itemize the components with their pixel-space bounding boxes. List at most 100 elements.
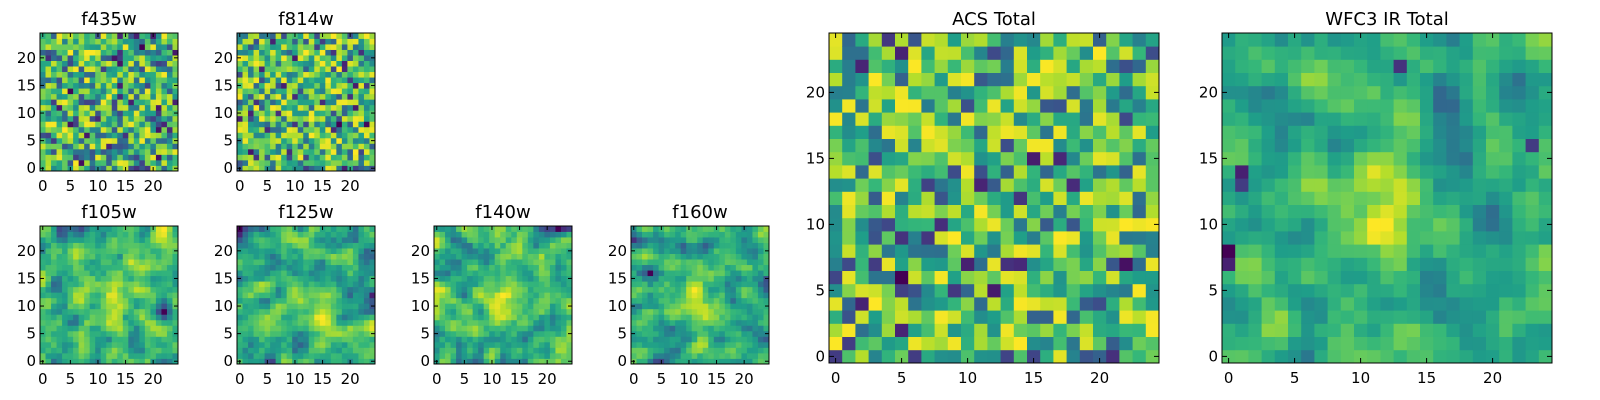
heatmap-cell bbox=[73, 319, 80, 326]
heatmap-cell bbox=[467, 253, 474, 260]
heatmap-cell bbox=[735, 330, 742, 337]
heatmap-cell bbox=[636, 308, 643, 315]
heatmap-cell bbox=[456, 264, 462, 271]
heatmap-cell bbox=[259, 148, 265, 155]
heatmap-cell bbox=[117, 231, 124, 238]
heatmap-cell bbox=[702, 308, 709, 315]
heatmap-cell bbox=[297, 330, 304, 337]
heatmap-cell bbox=[144, 352, 151, 359]
heatmap-cell bbox=[746, 352, 753, 359]
heatmap-cell bbox=[642, 270, 648, 277]
heatmap-cell bbox=[358, 319, 365, 326]
heatmap-cell bbox=[89, 308, 96, 315]
heatmap-cell bbox=[1093, 310, 1107, 324]
heatmap-cell bbox=[237, 270, 243, 277]
heatmap-cell bbox=[281, 352, 288, 359]
heatmap-cell bbox=[155, 325, 162, 332]
heatmap-cell bbox=[352, 341, 359, 348]
heatmap-cell bbox=[642, 259, 648, 266]
heatmap-cell bbox=[675, 292, 682, 299]
heatmap-cell bbox=[100, 248, 107, 254]
heatmap-cell bbox=[1000, 72, 1015, 87]
heatmap-cell bbox=[133, 264, 140, 271]
heatmap-cell bbox=[56, 341, 63, 348]
heatmap-cell bbox=[516, 242, 523, 249]
heatmap-cell bbox=[275, 308, 282, 315]
heatmap-cell bbox=[122, 143, 129, 150]
heatmap-cell bbox=[308, 270, 315, 277]
heatmap-cell bbox=[1119, 257, 1133, 271]
heatmap-cell bbox=[286, 341, 293, 348]
heatmap-cell bbox=[89, 137, 96, 144]
heatmap-cell bbox=[155, 44, 162, 50]
heatmap-cell bbox=[647, 352, 654, 359]
heatmap-cell bbox=[128, 226, 135, 232]
heatmap-cell bbox=[653, 352, 659, 359]
heatmap-cell bbox=[961, 244, 975, 258]
heatmap-cell bbox=[106, 275, 113, 282]
heatmap-cell bbox=[347, 44, 354, 50]
heatmap-cell bbox=[719, 231, 726, 238]
heatmap-cell bbox=[697, 281, 704, 288]
heatmap-cell bbox=[308, 308, 315, 315]
heatmap-cell bbox=[242, 121, 249, 128]
heatmap-cell bbox=[439, 281, 446, 288]
heatmap-cell bbox=[947, 99, 962, 113]
heatmap-cell bbox=[100, 99, 107, 106]
heatmap-cell bbox=[881, 310, 896, 324]
heatmap-cell bbox=[122, 347, 129, 354]
heatmap-cell bbox=[325, 44, 332, 50]
heatmap-cell bbox=[106, 93, 113, 100]
heatmap-cell bbox=[746, 314, 753, 321]
heatmap-cell bbox=[286, 66, 293, 73]
heatmap-cell bbox=[352, 347, 359, 354]
heatmap-cell bbox=[675, 226, 682, 232]
heatmap-cell bbox=[461, 237, 468, 243]
heatmap-cell bbox=[51, 352, 57, 359]
heatmap-cell bbox=[555, 341, 562, 348]
heatmap-cell bbox=[472, 358, 479, 365]
heatmap-cell bbox=[527, 358, 534, 365]
heatmap-cell bbox=[308, 93, 315, 100]
heatmap-cell bbox=[494, 275, 501, 282]
heatmap-cell bbox=[303, 60, 310, 67]
heatmap-cell bbox=[242, 38, 249, 45]
heatmap-cell bbox=[752, 341, 759, 348]
heatmap-cell bbox=[647, 270, 654, 277]
heatmap-cell bbox=[297, 49, 304, 56]
heatmap-cell bbox=[40, 148, 46, 155]
heatmap-cell bbox=[161, 71, 168, 78]
heatmap-cell bbox=[325, 314, 332, 321]
heatmap-cell bbox=[330, 33, 337, 39]
heatmap-cell bbox=[336, 242, 343, 249]
heatmap-cell bbox=[286, 121, 293, 128]
heatmap-cell bbox=[253, 115, 260, 122]
heatmap-cell bbox=[691, 347, 698, 354]
heatmap-cell bbox=[1354, 244, 1368, 258]
heatmap-cell bbox=[133, 60, 140, 67]
heatmap-cell bbox=[369, 115, 376, 122]
heatmap-cell bbox=[1393, 217, 1408, 232]
heatmap-cell bbox=[78, 132, 85, 139]
heatmap-cell bbox=[829, 125, 843, 139]
heatmap-cell bbox=[461, 352, 468, 359]
heatmap-cell bbox=[270, 297, 277, 304]
heatmap-cell bbox=[1132, 99, 1147, 113]
heatmap-cell bbox=[84, 143, 91, 150]
heatmap-cell bbox=[100, 143, 107, 150]
heatmap-cell bbox=[73, 137, 80, 144]
heatmap-cell bbox=[128, 88, 135, 95]
heatmap-cell bbox=[56, 44, 63, 50]
heatmap-cell bbox=[505, 248, 512, 254]
heatmap-cell bbox=[527, 264, 534, 271]
heatmap-cell bbox=[647, 259, 654, 266]
heatmap-cell bbox=[538, 286, 545, 293]
heatmap-cell bbox=[566, 347, 573, 354]
heatmap-cell bbox=[636, 330, 643, 337]
heatmap-cell bbox=[166, 336, 173, 343]
heatmap-cell bbox=[658, 270, 665, 277]
heatmap-cell bbox=[128, 264, 135, 271]
heatmap-cell bbox=[51, 126, 57, 133]
heatmap-cell bbox=[533, 226, 540, 232]
heatmap-cell bbox=[1093, 72, 1107, 87]
